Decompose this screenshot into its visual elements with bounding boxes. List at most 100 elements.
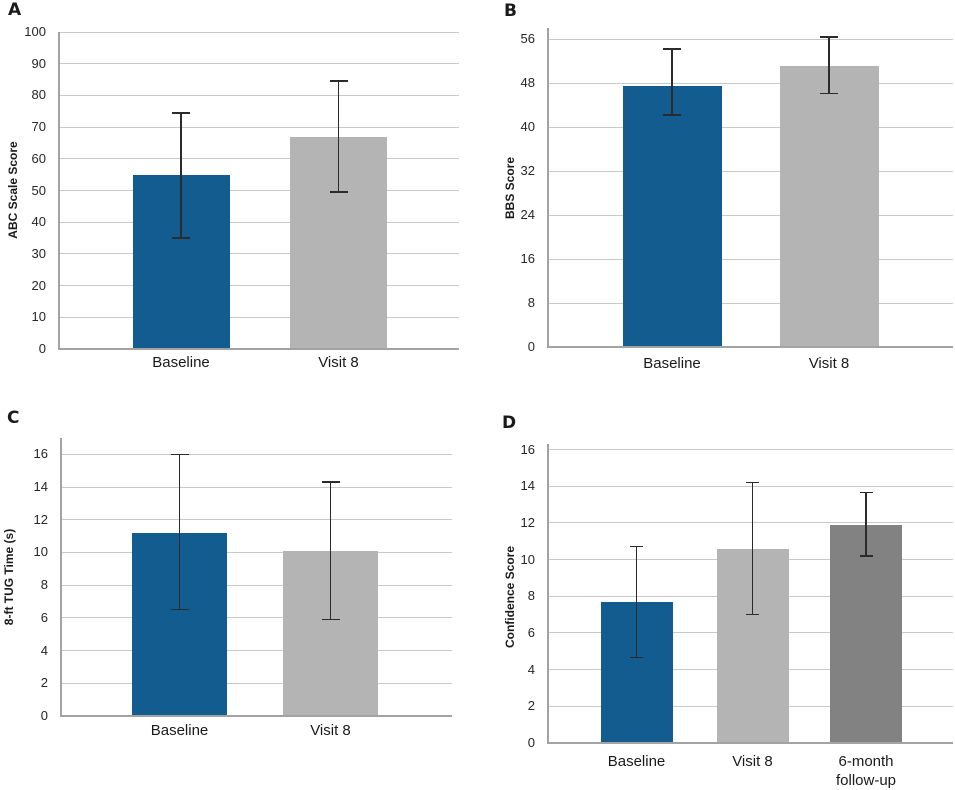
gridline-16 <box>547 258 953 260</box>
gridline-60 <box>58 158 459 160</box>
y-tick-label-70: 70 <box>31 119 46 135</box>
error-bar-cap-top-baseline <box>663 48 681 50</box>
category-label-6-month-follow-up: 6-month follow-up <box>835 753 897 789</box>
y-tick-label-4: 4 <box>527 661 535 677</box>
y-tick-label-10: 10 <box>520 551 535 567</box>
gridline-10 <box>60 551 452 553</box>
gridline-40 <box>547 126 953 128</box>
y-tick-label-2: 2 <box>40 675 48 691</box>
error-bar-line-baseline <box>178 454 181 610</box>
error-bar-cap-top-visit-8 <box>321 481 340 483</box>
gridline-100 <box>58 31 459 33</box>
y-tick-label-40: 40 <box>31 214 46 230</box>
error-bar-cap-bottom-baseline <box>663 114 681 116</box>
gridline-16 <box>547 449 953 450</box>
error-bar-line-baseline <box>671 48 673 115</box>
bar-baseline <box>622 86 722 347</box>
category-label-visit-8: Visit 8 <box>732 753 773 770</box>
gridline-90 <box>58 63 459 65</box>
y-tick-label-60: 60 <box>31 150 46 166</box>
y-tick-label-20: 20 <box>31 277 46 293</box>
error-bar-line-baseline <box>635 546 638 658</box>
category-label-baseline: Baseline <box>152 354 210 371</box>
y-tick-label-12: 12 <box>520 514 535 530</box>
gridline-16 <box>60 453 452 455</box>
gridline-20 <box>58 285 459 287</box>
y-tick-label-24: 24 <box>520 207 535 222</box>
error-bar-cap-top-visit-8 <box>746 481 759 484</box>
gridline-56 <box>547 38 953 40</box>
y-axis-line <box>547 444 549 743</box>
error-bar-line-visit-8 <box>329 482 332 620</box>
y-tick-label-6: 6 <box>527 624 535 640</box>
error-bar-cap-top-visit-8 <box>820 36 838 38</box>
y-axis-line <box>60 438 62 716</box>
x-axis-line <box>58 348 459 350</box>
gridline-70 <box>58 126 459 128</box>
error-bar-cap-top-visit-8 <box>329 80 348 82</box>
x-axis-line <box>547 742 953 744</box>
gridline-6 <box>60 617 452 619</box>
y-tick-label-16: 16 <box>520 441 535 457</box>
y-tick-label-80: 80 <box>31 87 46 103</box>
y-tick-label-16: 16 <box>520 251 535 266</box>
category-label-visit-8: Visit 8 <box>310 722 351 739</box>
y-tick-label-48: 48 <box>520 75 535 90</box>
error-bar-cap-bottom-visit-8 <box>321 618 340 621</box>
y-tick-label-0: 0 <box>527 735 535 750</box>
y-tick-label-4: 4 <box>40 642 48 658</box>
gridline-10 <box>58 316 459 318</box>
y-tick-label-30: 30 <box>31 245 46 261</box>
error-bar-cap-bottom-baseline <box>170 608 189 611</box>
error-bar-cap-bottom-baseline <box>172 237 190 239</box>
y-axis-line <box>547 28 549 347</box>
y-axis-line <box>58 32 60 349</box>
panel-d-letter: D <box>502 413 517 433</box>
panel-c-letter: C <box>7 408 20 428</box>
x-axis-line <box>60 715 452 717</box>
y-tick-label-32: 32 <box>520 163 535 178</box>
gridline-12 <box>547 522 953 524</box>
error-bar-line-baseline <box>180 112 182 239</box>
gridline-12 <box>60 519 452 521</box>
gridline-14 <box>547 485 953 487</box>
y-tick-label-14: 14 <box>33 479 48 495</box>
y-tick-label-14: 14 <box>520 478 535 494</box>
panel-a-letter: A <box>8 0 22 20</box>
error-bar-line-6-month-follow-up <box>865 492 867 556</box>
y-tick-label-56: 56 <box>520 31 535 46</box>
error-bar-line-visit-8 <box>828 36 830 94</box>
category-label-baseline: Baseline <box>643 355 701 372</box>
y-tick-label-10: 10 <box>33 544 48 560</box>
y-tick-label-50: 50 <box>31 182 46 198</box>
y-tick-label-8: 8 <box>527 588 535 604</box>
error-bar-cap-top-6-month-follow-up <box>859 491 873 494</box>
error-bar-cap-top-baseline <box>172 112 190 114</box>
error-bar-cap-bottom-6-month-follow-up <box>859 555 873 557</box>
gridline-32 <box>547 170 953 172</box>
error-bar-cap-bottom-visit-8 <box>746 613 759 616</box>
gridline-14 <box>60 486 452 488</box>
panel-b-letter: B <box>504 1 517 21</box>
gridline-40 <box>58 221 459 223</box>
y-tick-label-10: 10 <box>31 309 46 325</box>
category-label-visit-8: Visit 8 <box>318 354 359 371</box>
y-tick-label-16: 16 <box>33 446 48 462</box>
y-tick-label-6: 6 <box>40 609 48 625</box>
bar-6-month-follow-up <box>830 524 902 743</box>
error-bar-line-visit-8 <box>751 482 754 615</box>
y-tick-label-2: 2 <box>527 698 535 714</box>
error-bar-line-visit-8 <box>337 81 340 193</box>
gridline-8 <box>60 584 452 586</box>
y-tick-label-0: 0 <box>38 341 46 356</box>
gridline-8 <box>547 302 953 304</box>
gridline-30 <box>58 253 459 255</box>
bar-visit-8 <box>779 65 879 347</box>
error-bar-cap-top-baseline <box>170 453 189 456</box>
y-tick-label-90: 90 <box>31 55 46 71</box>
gridline-50 <box>58 190 459 191</box>
